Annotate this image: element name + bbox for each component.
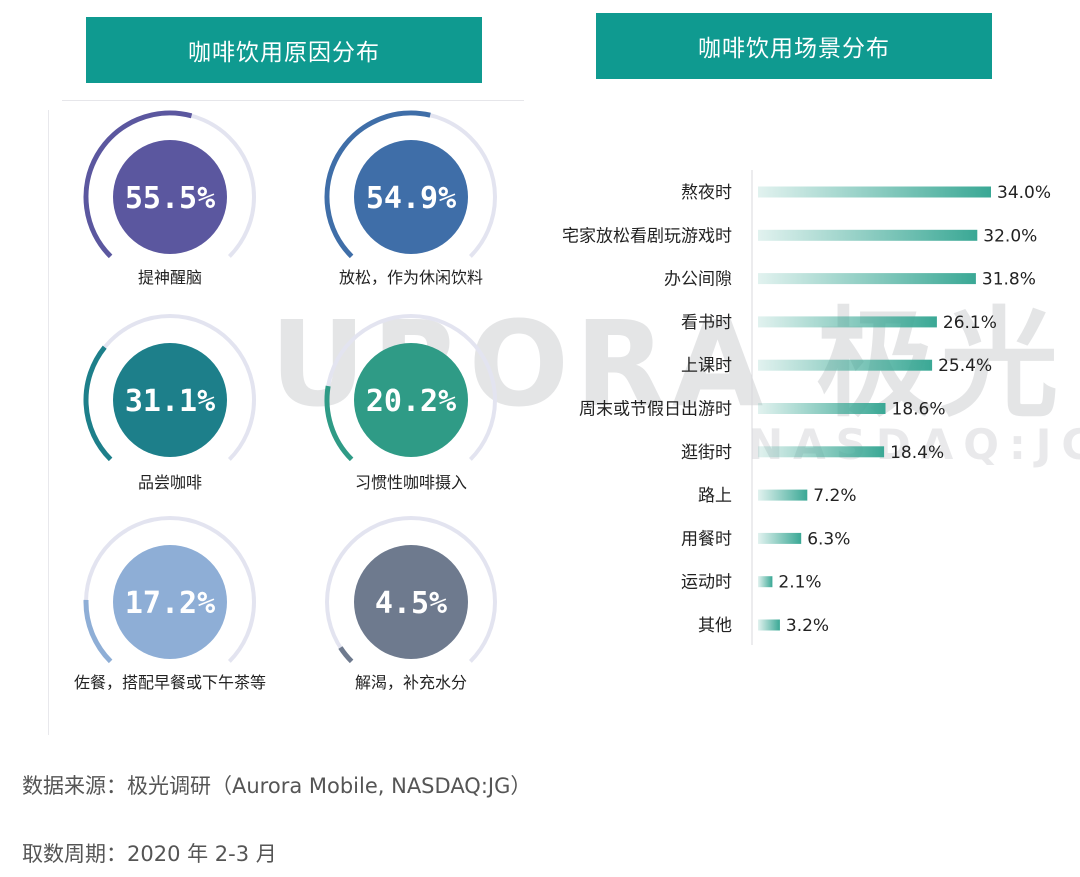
gauge-category-label: 放松，作为休闲饮料 (338, 268, 484, 287)
bar-row: 看书时 26.1% (681, 313, 997, 333)
bar-value-label: 18.4% (890, 443, 944, 463)
bar (758, 532, 802, 544)
gauge-2: 54.9% (324, 110, 497, 259)
bar-value-label: 6.3% (807, 529, 850, 549)
gauge-category-label: 提神醒脑 (137, 268, 203, 287)
gauge-category-label: 解渴，补充水分 (354, 673, 468, 692)
bar-row: 熬夜时 34.0% (681, 182, 1051, 203)
bar-category-label: 周末或节假日出游时 (579, 400, 732, 420)
bar (758, 446, 885, 458)
bar (758, 359, 933, 371)
gauge-value-label: 31.1% (125, 384, 215, 419)
gauge-value-arc (83, 110, 193, 259)
left-divider (62, 100, 524, 101)
gauge-track (325, 516, 497, 663)
gauge-value-label: 17.2% (125, 586, 215, 621)
bar (758, 619, 780, 631)
gauge-value-label: 55.5% (125, 181, 215, 216)
bar-row: 逛街时 18.4% (681, 443, 944, 463)
right-panel-title: 咖啡饮用场景分布 (596, 13, 992, 79)
gauge-value-arc (83, 599, 113, 664)
gauge-category-label: 佐餐，搭配早餐或下午茶等 (73, 673, 267, 692)
gauge-disc (113, 545, 227, 659)
bar-row: 用餐时 6.3% (681, 529, 850, 549)
bar (758, 229, 978, 241)
bar (758, 316, 937, 328)
scenario-bar-chart: 熬夜时 34.0% 宅家放松看剧玩游戏时 32.0% 办公间隙 31.8% 看书时 26.1%… (562, 170, 1051, 645)
data-source-note: 数据来源：极光调研（Aurora Mobile, NASDAQ:JG） (22, 774, 532, 798)
bar-row: 运动时 2.1% (681, 573, 822, 593)
bar-value-label: 32.0% (983, 226, 1037, 246)
left-border (48, 110, 49, 735)
gauge-value-arc (338, 646, 354, 664)
bar-value-label: 3.2% (786, 616, 829, 636)
bar-row: 上课时 25.4% (681, 356, 992, 376)
gauge-value-arc (324, 110, 431, 259)
reason-gauge-chart: 55.5% 54.9% 31.1% 20.2% 17.2% 4.5% 提神醒脑 放松，作为休… (0, 0, 560, 740)
bar-row: 其他 3.2% (698, 616, 829, 636)
gauge-disc (113, 343, 227, 457)
bar-category-label: 宅家放松看剧玩游戏时 (562, 226, 732, 246)
gauge-1: 55.5% (83, 110, 256, 259)
gauge-value-label: 4.5% (375, 586, 447, 621)
bar-category-label: 用餐时 (681, 529, 732, 549)
bar-value-label: 34.0% (997, 183, 1051, 203)
bar (758, 489, 808, 501)
bar-value-label: 26.1% (943, 313, 997, 333)
gauge-4: 20.2% (324, 314, 497, 462)
bar-value-label: 2.1% (778, 573, 821, 593)
bar-category-label: 逛街时 (681, 443, 732, 463)
bar-category-label: 熬夜时 (681, 182, 732, 203)
gauge-value-arc (324, 385, 354, 462)
bar-row: 周末或节假日出游时 18.6% (579, 400, 946, 420)
data-period-note: 取数周期：2020 年 2-3 月 (22, 842, 277, 866)
gauge-disc (113, 140, 227, 254)
bar-category-label: 其他 (698, 616, 732, 636)
bar-value-label: 18.6% (892, 400, 946, 420)
gauge-value-label: 54.9% (366, 181, 456, 216)
bar-row: 宅家放松看剧玩游戏时 32.0% (562, 226, 1037, 246)
bar-value-label: 31.8% (982, 270, 1036, 290)
bar (758, 576, 773, 588)
gauge-category-label: 习惯性咖啡摄入 (354, 473, 468, 492)
gauge-category-label: 品尝咖啡 (137, 473, 203, 492)
gauge-svg: 55.5% 54.9% 31.1% 20.2% 17.2% 4.5% (83, 110, 497, 664)
bar-category-label: 上课时 (681, 356, 732, 376)
gauge-value-label: 20.2% (366, 384, 456, 419)
gauge-6: 4.5% (325, 516, 497, 664)
gauge-3: 31.1% (83, 314, 256, 462)
bar-row: 路上 7.2% (698, 486, 857, 506)
left-panel-title: 咖啡饮用原因分布 (86, 17, 482, 83)
bar (758, 403, 886, 414)
gauge-5: 17.2% (83, 516, 256, 664)
gauge-value-arc (83, 345, 113, 462)
bar-row: 办公间隙 31.8% (664, 270, 1036, 290)
gauge-disc (354, 343, 468, 457)
bar (758, 186, 991, 198)
bar-category-label: 看书时 (681, 313, 732, 333)
bar-category-label: 办公间隙 (664, 270, 732, 290)
bar-value-label: 7.2% (813, 486, 856, 506)
gauge-disc (354, 140, 468, 254)
bar-value-label: 25.4% (938, 356, 992, 376)
bar (758, 273, 976, 285)
bar-category-label: 运动时 (681, 573, 732, 593)
gauge-disc (354, 545, 468, 659)
bar-category-label: 路上 (698, 486, 732, 506)
